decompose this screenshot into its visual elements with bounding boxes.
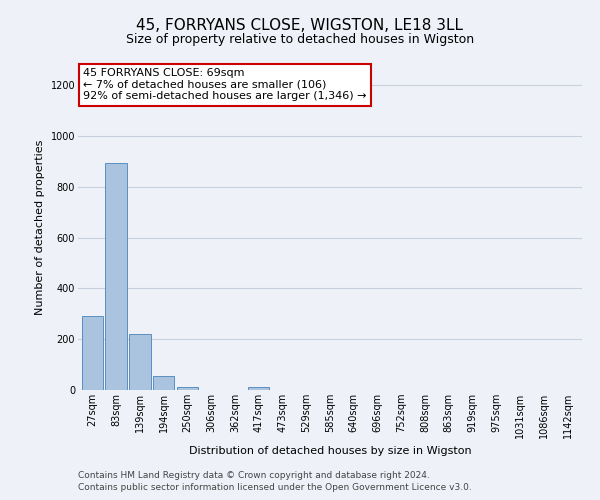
Text: Size of property relative to detached houses in Wigston: Size of property relative to detached ho… <box>126 32 474 46</box>
Bar <box>153 376 174 390</box>
Text: Contains public sector information licensed under the Open Government Licence v3: Contains public sector information licen… <box>78 484 472 492</box>
Text: 45 FORRYANS CLOSE: 69sqm
← 7% of detached houses are smaller (106)
92% of semi-d: 45 FORRYANS CLOSE: 69sqm ← 7% of detache… <box>83 68 367 102</box>
Bar <box>129 334 151 390</box>
X-axis label: Distribution of detached houses by size in Wigston: Distribution of detached houses by size … <box>188 446 472 456</box>
Bar <box>106 163 127 390</box>
Y-axis label: Number of detached properties: Number of detached properties <box>35 140 45 315</box>
Bar <box>248 388 269 390</box>
Bar <box>82 316 103 390</box>
Text: Contains HM Land Registry data © Crown copyright and database right 2024.: Contains HM Land Registry data © Crown c… <box>78 471 430 480</box>
Text: 45, FORRYANS CLOSE, WIGSTON, LE18 3LL: 45, FORRYANS CLOSE, WIGSTON, LE18 3LL <box>137 18 464 32</box>
Bar <box>176 388 198 390</box>
